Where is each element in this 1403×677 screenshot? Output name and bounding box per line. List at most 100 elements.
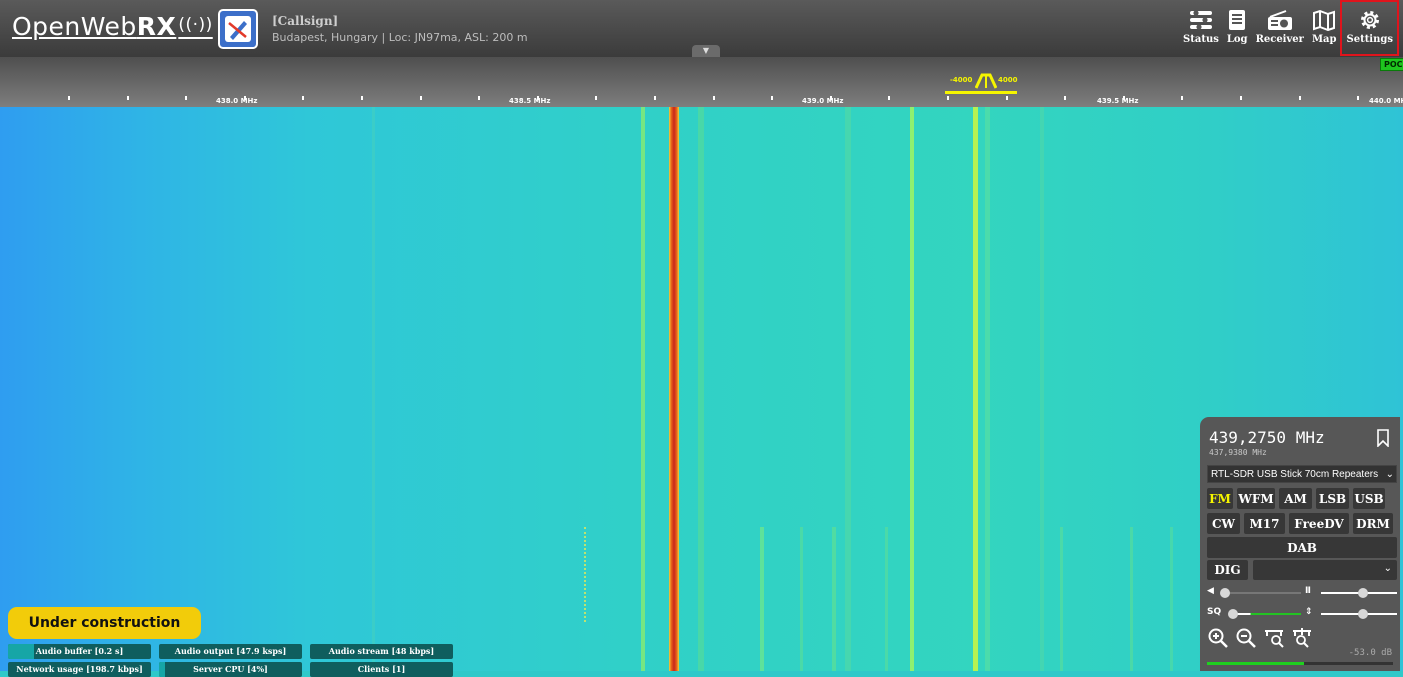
server-cpu-bar: Server CPU [4%] [159, 662, 302, 677]
audio-output-bar: Audio output [47.9 ksps] [159, 644, 302, 659]
smeter-fill [1207, 662, 1304, 665]
waterfall-display[interactable] [0, 107, 1403, 671]
signal-trace [1130, 527, 1133, 671]
chevron-down-icon: ⌄ [1383, 563, 1392, 574]
scale-tick [1357, 96, 1359, 100]
mode-wfm-button[interactable]: WFM [1237, 488, 1275, 509]
mode-usb-button[interactable]: USB [1353, 488, 1385, 509]
mode-row-2: CW M17 FreeDV DRM [1207, 513, 1393, 534]
nav-map-button[interactable]: Map [1308, 6, 1341, 54]
signal-trace [910, 107, 914, 671]
scale-label: 438.5 MHz [509, 97, 551, 105]
scale-tick [713, 96, 715, 100]
top-bar: OpenWebRX ((·)) [Callsign] Budapest, Hung… [0, 0, 1403, 57]
status-bar-label: Clients [1] [357, 664, 406, 674]
status-bar-label: Server CPU [4%] [193, 664, 268, 674]
signal-trace [885, 527, 888, 671]
nav-receiver-button[interactable]: Receiver [1252, 6, 1308, 54]
scale-label: 439.0 MHz [802, 97, 844, 105]
scale-label: 438.0 MHz [216, 97, 258, 105]
volume-slider-knob[interactable] [1220, 588, 1230, 598]
offset-frequency: 437,9380 MHz [1209, 448, 1267, 457]
scale-tick [1240, 96, 1242, 100]
scale-tick [1123, 96, 1125, 100]
audio-stream-bar: Audio stream [48 kbps] [310, 644, 453, 659]
nav-log-button[interactable]: Log [1223, 6, 1252, 54]
scale-tick [127, 96, 129, 100]
mode-fm-button[interactable]: FM [1207, 488, 1233, 509]
scale-tick [771, 96, 773, 100]
receiver-avatar[interactable] [218, 9, 258, 49]
mode-m17-button[interactable]: M17 [1244, 513, 1285, 534]
frequency-display[interactable]: 439,2750 MHz [1209, 428, 1325, 447]
scale-tick [302, 96, 304, 100]
volume-slider[interactable] [1221, 592, 1301, 594]
map-icon [1312, 6, 1336, 34]
mode-lsb-button[interactable]: LSB [1316, 488, 1349, 509]
logo-text: OpenWeb [12, 12, 137, 41]
receiver-panel: 439,2750 MHz 437,9380 MHz RTL-SDR USB St… [1200, 417, 1400, 671]
zoom-in-icon[interactable] [1207, 627, 1229, 649]
filter-high-label: 4000 [998, 76, 1018, 84]
filter-passband-icon[interactable] [975, 73, 997, 89]
clients-bar: Clients [1] [310, 662, 453, 677]
mode-freedv-button[interactable]: FreeDV [1289, 513, 1349, 534]
status-icon [1188, 6, 1214, 34]
signal-trace [845, 107, 851, 671]
nav-settings-label: Settings [1346, 34, 1393, 45]
mode-drm-button[interactable]: DRM [1353, 513, 1393, 534]
gain-icon[interactable]: ⇕ [1305, 607, 1313, 617]
scale-tick [537, 96, 539, 100]
frequency-scale[interactable]: POC -4000 4000 438.0 MHz 438.5 MHz 439.0… [0, 57, 1403, 107]
profile-select[interactable]: RTL-SDR USB Stick 70cm Repeaters ⌄ [1207, 465, 1397, 483]
signal-trace [985, 107, 990, 671]
nav-map-label: Map [1311, 34, 1337, 45]
squelch-label[interactable]: SQ [1207, 607, 1222, 617]
nav-settings-button[interactable]: Settings [1340, 0, 1399, 56]
mode-dab-button[interactable]: DAB [1207, 537, 1397, 558]
mode-dig-button[interactable]: DIG [1207, 560, 1248, 580]
gear-icon [1358, 6, 1382, 34]
signal-trace [1040, 107, 1044, 671]
bookmark-icon[interactable] [1376, 429, 1390, 447]
digital-mode-select[interactable]: ⌄ [1253, 560, 1397, 580]
squelch-slider-knob[interactable] [1227, 609, 1238, 619]
chevron-down-icon: ⌄ [1383, 466, 1394, 482]
scale-tick [1299, 96, 1301, 100]
squelch-slider[interactable] [1229, 613, 1301, 615]
profile-value: RTL-SDR USB Stick 70cm Repeaters [1211, 469, 1379, 480]
slider-row-squelch: SQ ⇕ [1207, 606, 1397, 622]
slider-row-volume: ◀ Ⅱ [1207, 585, 1397, 601]
smeter-bar [1207, 662, 1393, 665]
zoom-out-icon[interactable] [1235, 627, 1257, 649]
filter-low-label: -4000 [950, 76, 973, 84]
scale-tick [244, 96, 246, 100]
mode-cw-button[interactable]: CW [1207, 513, 1240, 534]
signal-trace [641, 107, 645, 671]
nr-slider-knob[interactable] [1357, 588, 1368, 598]
scale-tick [1006, 96, 1008, 100]
mode-am-button[interactable]: AM [1279, 488, 1312, 509]
volume-icon[interactable]: ◀ [1207, 586, 1214, 596]
nav-status-button[interactable]: Status [1179, 6, 1223, 54]
status-bar-label: Audio stream [48 kbps] [328, 646, 435, 656]
scale-tick [947, 96, 949, 100]
mode-row-3: DAB [1207, 537, 1397, 558]
noise-reduction-icon[interactable]: Ⅱ [1305, 586, 1311, 596]
signal-trace [760, 527, 764, 671]
main-nav: Status Log [1179, 0, 1399, 56]
scale-label: 439.5 MHz [1097, 97, 1139, 105]
scale-tick [654, 96, 656, 100]
zoom-to-frequency-icon[interactable] [1291, 627, 1313, 649]
chevron-down-icon[interactable]: ▼ [692, 45, 720, 57]
poc-tag: POC [1380, 58, 1403, 71]
gain-slider-knob[interactable] [1357, 609, 1368, 619]
signal-trace [800, 527, 803, 671]
openwebrx-logo[interactable]: OpenWebRX ((·)) [12, 12, 213, 44]
filter-bar [945, 91, 1017, 94]
zoom-to-band-icon[interactable] [1263, 627, 1285, 649]
scale-tick [68, 96, 70, 100]
mode-row-1: FM WFM AM LSB USB [1207, 488, 1385, 509]
signal-trace [1170, 527, 1173, 671]
receiver-title: [Callsign] [272, 14, 339, 28]
